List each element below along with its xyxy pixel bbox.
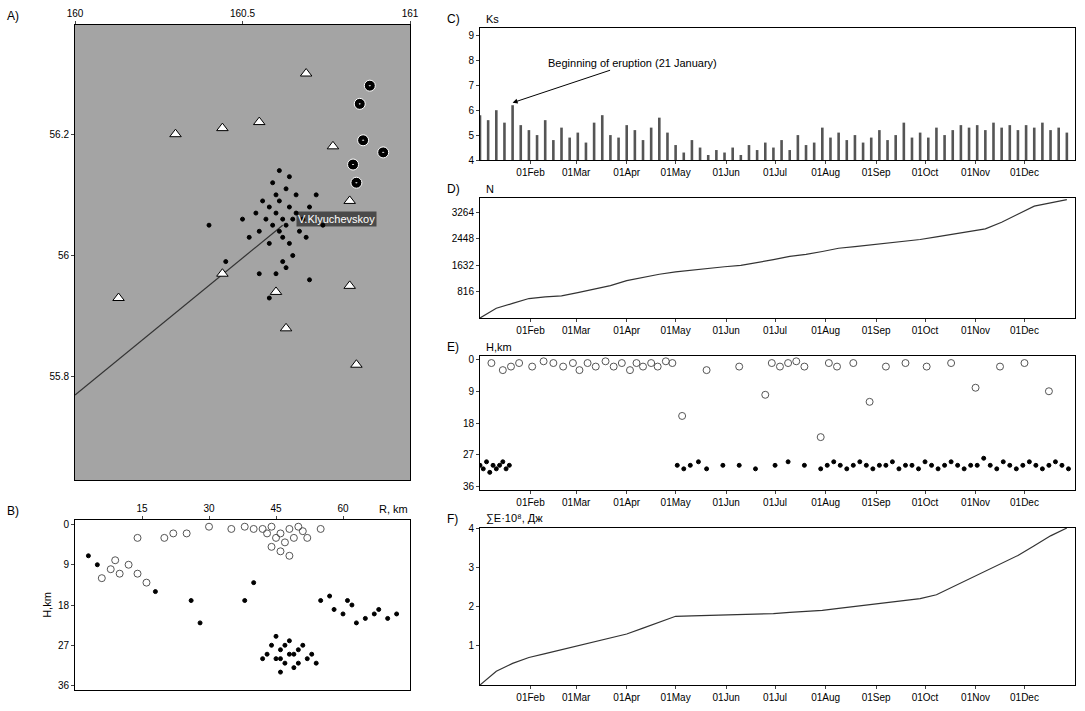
svg-text:01Dec: 01Dec [1010,497,1039,508]
svg-text:Ks: Ks [486,13,499,25]
svg-text:01Feb: 01Feb [516,692,545,703]
svg-text:01Apr: 01Apr [613,167,640,178]
svg-text:01May: 01May [661,692,691,703]
svg-text:2: 2 [468,601,474,612]
svg-text:3: 3 [468,562,474,573]
svg-text:01Jul: 01Jul [763,497,787,508]
svg-text:0: 0 [468,354,474,365]
svg-text:B): B) [7,504,19,518]
svg-text:01Aug: 01Aug [811,692,840,703]
svg-text:816: 816 [457,286,474,297]
svg-text:01Mar: 01Mar [562,325,591,336]
svg-text:01Mar: 01Mar [562,497,591,508]
svg-text:18: 18 [58,600,70,611]
svg-text:01Aug: 01Aug [811,167,840,178]
svg-text:9: 9 [63,559,69,570]
svg-text:30: 30 [203,503,215,514]
svg-text:01Sep: 01Sep [862,497,891,508]
svg-text:01Apr: 01Apr [613,497,640,508]
svg-text:01Dec: 01Dec [1010,167,1039,178]
svg-text:01Jun: 01Jun [713,167,740,178]
svg-text:55.8: 55.8 [50,371,70,382]
svg-text:6: 6 [468,105,474,116]
svg-text:01Sep: 01Sep [862,167,891,178]
svg-text:9: 9 [468,30,474,41]
svg-text:01Jul: 01Jul [763,167,787,178]
svg-text:01Oct: 01Oct [912,167,939,178]
svg-text:01Jul: 01Jul [763,692,787,703]
svg-text:01Dec: 01Dec [1010,692,1039,703]
svg-text:8: 8 [468,55,474,66]
svg-text:R, km: R, km [379,503,408,515]
svg-text:E): E) [447,340,459,354]
svg-text:01May: 01May [661,167,691,178]
svg-text:0: 0 [63,519,69,530]
svg-text:01Oct: 01Oct [912,325,939,336]
svg-text:7: 7 [468,80,474,91]
svg-text:01May: 01May [661,325,691,336]
svg-text:56.2: 56.2 [50,129,70,140]
svg-text:2448: 2448 [452,233,475,244]
svg-text:1632: 1632 [452,260,475,271]
svg-text:18: 18 [463,418,475,429]
svg-text:01Apr: 01Apr [613,692,640,703]
svg-text:3264: 3264 [452,207,475,218]
svg-text:36: 36 [58,680,70,691]
svg-text:C): C) [447,12,460,26]
svg-text:01Nov: 01Nov [961,497,990,508]
svg-text:4: 4 [468,523,474,534]
svg-text:01Oct: 01Oct [912,497,939,508]
svg-text:Beginning of eruption (21 Janu: Beginning of eruption (21 January) [548,57,717,69]
svg-text:01Jun: 01Jun [713,497,740,508]
svg-text:160.5: 160.5 [230,8,255,19]
svg-text:36: 36 [463,481,475,492]
svg-text:01Jun: 01Jun [713,692,740,703]
svg-text:01Feb: 01Feb [516,325,545,336]
svg-text:H,km: H,km [41,592,53,618]
svg-text:01Apr: 01Apr [613,325,640,336]
svg-text:27: 27 [463,449,475,460]
svg-text:01Aug: 01Aug [811,497,840,508]
svg-text:01Sep: 01Sep [862,325,891,336]
svg-text:01Jul: 01Jul [763,325,787,336]
svg-text:01Oct: 01Oct [912,692,939,703]
svg-text:01Nov: 01Nov [961,167,990,178]
svg-text:160: 160 [67,8,84,19]
svg-text:∑E·10⁸, Дж: ∑E·10⁸, Дж [486,512,543,525]
svg-text:56: 56 [58,250,70,261]
svg-text:01Jun: 01Jun [713,325,740,336]
svg-text:01Dec: 01Dec [1010,325,1039,336]
svg-text:01Mar: 01Mar [562,692,591,703]
svg-text:4: 4 [468,155,474,166]
svg-text:01Aug: 01Aug [811,325,840,336]
svg-text:A): A) [7,9,19,23]
svg-text:9: 9 [468,386,474,397]
svg-text:H,km: H,km [486,341,512,353]
svg-text:F): F) [447,512,458,526]
svg-text:45: 45 [270,503,282,514]
svg-text:161: 161 [402,8,419,19]
svg-text:15: 15 [136,503,148,514]
svg-text:01Mar: 01Mar [562,167,591,178]
svg-text:V.Klyuchevskoy: V.Klyuchevskoy [298,213,375,225]
svg-text:60: 60 [337,503,349,514]
svg-text:D): D) [447,182,460,196]
svg-text:1: 1 [468,640,474,651]
svg-text:N: N [486,183,494,195]
svg-text:01Feb: 01Feb [516,497,545,508]
svg-text:5: 5 [468,130,474,141]
svg-text:01Sep: 01Sep [862,692,891,703]
svg-text:01Feb: 01Feb [516,167,545,178]
svg-text:01Nov: 01Nov [961,325,990,336]
svg-text:01Nov: 01Nov [961,692,990,703]
svg-text:01May: 01May [661,497,691,508]
svg-text:27: 27 [58,640,70,651]
